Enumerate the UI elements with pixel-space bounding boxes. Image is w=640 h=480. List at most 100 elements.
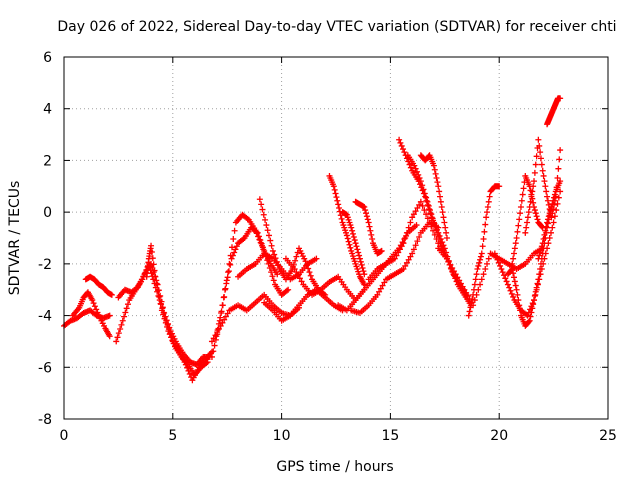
- data-point: [157, 292, 164, 299]
- data-point: [532, 210, 539, 217]
- data-point: [362, 207, 369, 214]
- data-point: [432, 170, 439, 177]
- series-trace-18: [348, 219, 442, 316]
- data-point: [156, 293, 163, 300]
- data-point: [374, 291, 381, 298]
- data-point: [412, 208, 419, 215]
- data-point: [484, 209, 491, 216]
- data-point: [117, 326, 124, 333]
- data-point: [447, 261, 454, 268]
- series-trace-30: [535, 178, 564, 262]
- data-point: [555, 165, 562, 172]
- data-point: [405, 224, 412, 231]
- y-axis-label: SDTVAR / TECUs: [7, 181, 23, 296]
- data-point: [153, 280, 160, 287]
- data-point: [354, 246, 361, 253]
- data-point: [221, 293, 228, 300]
- data-point: [410, 211, 417, 218]
- grid-lines: [64, 57, 608, 419]
- data-point: [547, 207, 554, 214]
- data-point: [150, 261, 157, 268]
- data-point: [219, 319, 226, 326]
- data-point: [148, 248, 155, 255]
- data-point: [528, 193, 535, 200]
- data-point: [91, 303, 98, 310]
- series-trace-06: [143, 242, 211, 379]
- data-point: [465, 312, 472, 319]
- data-point: [554, 200, 561, 207]
- data-point: [367, 227, 374, 234]
- data-point: [161, 315, 168, 322]
- data-point: [536, 271, 543, 278]
- data-point: [398, 243, 405, 250]
- x-tick-label: 10: [273, 428, 291, 444]
- data-point: [267, 237, 274, 244]
- data-point: [106, 312, 113, 319]
- data-point: [361, 271, 368, 278]
- data-point: [441, 219, 448, 226]
- data-point: [336, 205, 343, 212]
- data-point: [263, 222, 270, 229]
- data-point: [224, 274, 231, 281]
- data-point: [504, 281, 511, 288]
- data-point: [240, 236, 247, 243]
- data-point: [533, 284, 540, 291]
- data-point: [212, 332, 219, 339]
- series-trace-19: [365, 198, 450, 283]
- data-point: [520, 185, 527, 192]
- data-point: [434, 231, 441, 238]
- axis-ticks: [63, 56, 609, 420]
- data-point: [395, 249, 402, 256]
- data-point: [403, 229, 410, 236]
- data-point: [208, 338, 215, 345]
- series-trace-16: [352, 198, 385, 257]
- data-point: [518, 197, 525, 204]
- data-point: [397, 139, 404, 146]
- data-point: [537, 249, 544, 256]
- data-point: [307, 272, 314, 279]
- data-point: [508, 290, 515, 297]
- data-point: [405, 256, 412, 263]
- data-point: [463, 289, 470, 296]
- data-point: [551, 213, 558, 220]
- data-point: [556, 156, 563, 163]
- data-point: [508, 267, 515, 274]
- x-axis-label: GPS time / hours: [276, 459, 393, 475]
- data-points: [61, 95, 564, 384]
- data-point: [533, 213, 540, 220]
- data-point: [151, 267, 158, 274]
- data-point: [355, 249, 362, 256]
- data-point: [118, 321, 125, 328]
- y-tick-label: 4: [43, 102, 52, 118]
- data-point: [497, 262, 504, 269]
- data-point: [244, 215, 251, 222]
- data-point: [527, 198, 534, 205]
- data-point: [222, 285, 229, 292]
- data-point: [481, 228, 488, 235]
- data-point: [348, 224, 355, 231]
- data-point: [166, 331, 173, 338]
- data-point: [313, 255, 320, 262]
- data-point: [391, 255, 398, 262]
- data-point: [361, 203, 368, 210]
- data-point: [269, 273, 276, 280]
- data-point: [510, 255, 517, 262]
- data-point: [334, 197, 341, 204]
- data-point: [540, 236, 547, 243]
- data-point: [433, 175, 440, 182]
- data-point: [231, 227, 238, 234]
- data-point: [427, 207, 434, 214]
- data-point: [478, 276, 485, 283]
- data-point: [525, 209, 532, 216]
- data-point: [457, 280, 464, 287]
- series-trace-03: [82, 273, 115, 298]
- data-point: [464, 292, 471, 299]
- data-point: [349, 227, 356, 234]
- data-point: [495, 259, 502, 266]
- data-point: [155, 287, 162, 294]
- data-point: [400, 240, 407, 247]
- data-point: [557, 147, 564, 154]
- data-point: [540, 172, 547, 179]
- data-point: [407, 164, 414, 171]
- data-point: [157, 300, 164, 307]
